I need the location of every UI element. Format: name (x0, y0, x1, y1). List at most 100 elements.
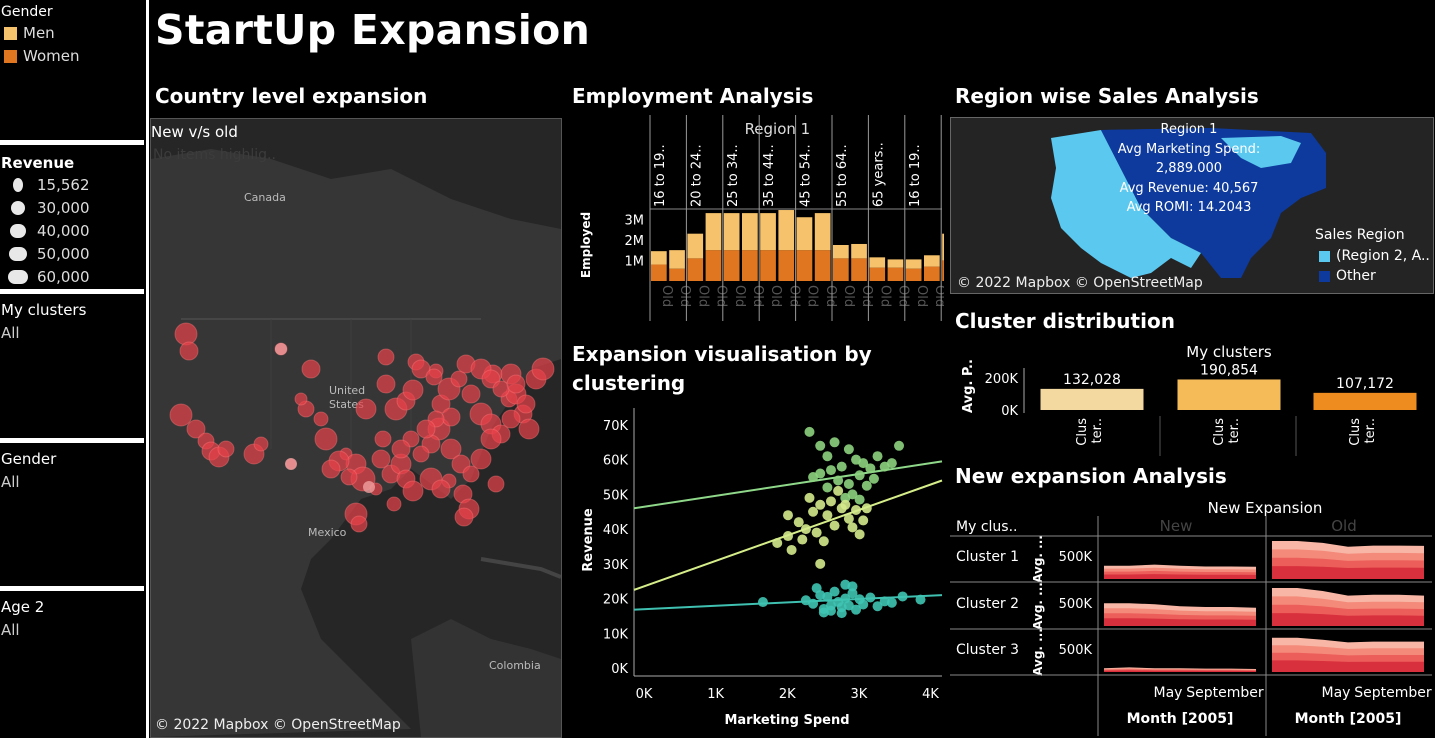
map-point (294, 392, 308, 406)
bar-men (778, 210, 795, 251)
category-label: 25 to 34.. (726, 144, 741, 207)
area-band (1104, 670, 1256, 672)
bar-value-label: 190,854 (1200, 362, 1258, 378)
map-point (402, 480, 424, 502)
map-label-mexico: Mexico (308, 526, 347, 539)
map-point (462, 465, 480, 483)
filter-my-clusters[interactable]: My clusters All (0, 298, 144, 438)
region-tooltip: Region 1 Avg Marketing Spend: 2,889.000 … (1099, 120, 1279, 218)
country-map[interactable]: New v/s old No items highlig.. Canada Un… (150, 118, 562, 738)
clustering-title-line2: clustering (572, 371, 686, 395)
subcategory-label: Old (841, 285, 856, 307)
scatter-point (854, 494, 865, 505)
region-map-shapes (951, 118, 1433, 293)
bar-women (742, 250, 758, 281)
chart-title: New Expansion (1208, 499, 1323, 517)
map-point (253, 436, 269, 452)
bar-men (833, 245, 849, 259)
subcategory-label: Old (732, 285, 747, 307)
cluster-dist-section-title: Cluster distribution (955, 309, 1175, 333)
scatter-point (822, 510, 833, 521)
map-points[interactable] (151, 119, 561, 737)
scatter-point (800, 524, 811, 535)
filter-value[interactable]: All (1, 621, 20, 639)
scatter-point (808, 598, 819, 609)
revenue-size-label: 60,000 (37, 268, 90, 286)
y-tick-label: 30K (603, 558, 629, 573)
region-map[interactable]: Region 1 Avg Marketing Spend: 2,889.000 … (950, 117, 1434, 294)
subcategory-label: Old (823, 285, 838, 307)
sidebar-divider (0, 586, 144, 591)
clustering-title-line1: Expansion visualisation by (572, 342, 872, 366)
scatter-point (886, 597, 897, 608)
bar-women (924, 266, 940, 281)
gender-legend-women[interactable]: Women (4, 47, 79, 65)
map-point (314, 427, 338, 451)
y-tick-label: 20K (603, 593, 629, 608)
revenue-legend: Revenue 15,562 30,000 40,000 50,000 60,000 (0, 150, 144, 289)
map-point (340, 468, 358, 486)
gender-legend: Gender Men Women (0, 0, 144, 140)
employment-section-title: Employment Analysis (572, 84, 814, 108)
x-tick-label: September (1186, 685, 1264, 701)
region-legend-label: Other (1336, 268, 1376, 284)
y-axis-label: Avg. P.. (961, 359, 976, 413)
scatter-point (811, 583, 822, 594)
map-point (391, 439, 411, 459)
map-point (461, 384, 481, 404)
bar-women (760, 250, 776, 281)
scatter-point (868, 473, 879, 484)
scatter-point (833, 485, 844, 496)
revenue-size-label: 15,562 (37, 176, 90, 194)
y-tick-label: 500K (1059, 550, 1093, 565)
subcategory-label: Old (695, 285, 710, 307)
subcategory-label: Old (750, 285, 765, 307)
y-axis-label: Avg. ... (1031, 628, 1045, 676)
revenue-size-label: 40,000 (37, 222, 90, 240)
scatter-point (858, 599, 869, 610)
scatter-point (808, 506, 819, 517)
map-label-canada: Canada (244, 191, 286, 204)
filter-gender[interactable]: Gender All (0, 447, 144, 586)
bar-women (669, 268, 685, 281)
bar-men (924, 255, 940, 267)
category-label: ter.. (1227, 418, 1242, 444)
bar-men (887, 259, 904, 268)
sidebar-divider (0, 140, 144, 145)
map-point (487, 475, 505, 493)
category-label: 20 to 24.. (689, 144, 704, 207)
row-label: Cluster 1 (956, 549, 1019, 565)
filter-value[interactable]: All (1, 324, 20, 342)
scatter-point (915, 594, 926, 605)
sales-region-legend-item[interactable]: Other (1319, 268, 1376, 284)
bar-women (869, 267, 886, 281)
scatter-point (804, 492, 815, 503)
bar-men (723, 213, 740, 251)
scatter-point (833, 475, 844, 486)
region-header: Region 1 (745, 120, 811, 138)
bar-men (905, 259, 922, 269)
men-swatch (4, 26, 17, 40)
bar-women (833, 258, 849, 281)
sales-region-legend-item[interactable]: (Region 2, A.. (1319, 248, 1430, 264)
revenue-size-label: 30,000 (37, 199, 90, 217)
gender-legend-title: Gender (1, 4, 53, 20)
scatter-point (786, 544, 797, 555)
subcategory-label: Old (877, 285, 892, 307)
subcategory-label: Old (659, 285, 674, 307)
gender-legend-men[interactable]: Men (4, 24, 55, 42)
filter-value[interactable]: All (1, 473, 20, 491)
clustering-scatter-chart[interactable]: 0K 10K 20K 30K 40K 50K 60K 70K 0K 1K 2K 3K 4K Marketi… (572, 400, 944, 736)
y-axis-label: Avg. ... (1031, 535, 1045, 583)
filter-age[interactable]: Age 2 All (0, 595, 144, 735)
category-label: 65 years.. (871, 142, 886, 207)
map-legend-title: New v/s old (151, 123, 238, 141)
scatter-point (861, 480, 872, 491)
map-point (186, 419, 206, 439)
women-label: Women (23, 47, 80, 65)
y-tick-label: 50K (603, 488, 629, 503)
new-expansion-chart[interactable]: New Expansion My clus.. New Old Cluster 1 Avg… (950, 494, 1432, 736)
scatter-point (829, 437, 840, 448)
